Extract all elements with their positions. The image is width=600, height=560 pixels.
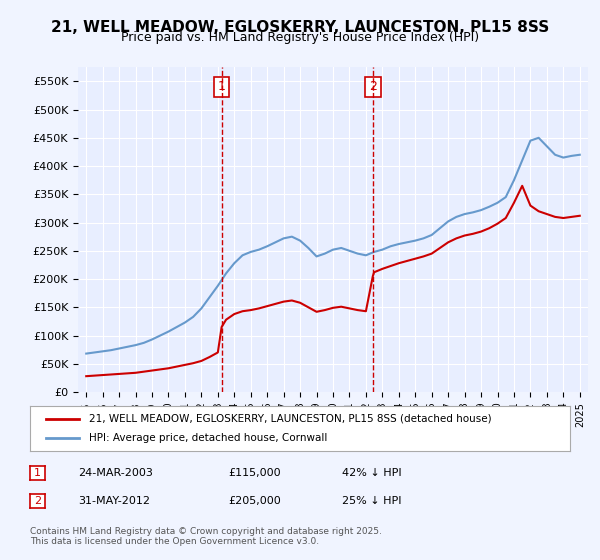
- Text: 2: 2: [34, 496, 41, 506]
- Text: Price paid vs. HM Land Registry's House Price Index (HPI): Price paid vs. HM Land Registry's House …: [121, 31, 479, 44]
- Text: 1: 1: [34, 468, 41, 478]
- Text: HPI: Average price, detached house, Cornwall: HPI: Average price, detached house, Corn…: [89, 433, 328, 444]
- Text: 21, WELL MEADOW, EGLOSKERRY, LAUNCESTON, PL15 8SS (detached house): 21, WELL MEADOW, EGLOSKERRY, LAUNCESTON,…: [89, 413, 492, 423]
- Text: 24-MAR-2003: 24-MAR-2003: [78, 468, 153, 478]
- Text: 2: 2: [369, 81, 377, 94]
- Text: 25% ↓ HPI: 25% ↓ HPI: [342, 496, 401, 506]
- Text: 31-MAY-2012: 31-MAY-2012: [78, 496, 150, 506]
- Text: Contains HM Land Registry data © Crown copyright and database right 2025.
This d: Contains HM Land Registry data © Crown c…: [30, 526, 382, 546]
- Text: 1: 1: [218, 81, 226, 94]
- Text: £115,000: £115,000: [228, 468, 281, 478]
- Text: 42% ↓ HPI: 42% ↓ HPI: [342, 468, 401, 478]
- Text: 21, WELL MEADOW, EGLOSKERRY, LAUNCESTON, PL15 8SS: 21, WELL MEADOW, EGLOSKERRY, LAUNCESTON,…: [51, 20, 549, 35]
- Text: £205,000: £205,000: [228, 496, 281, 506]
